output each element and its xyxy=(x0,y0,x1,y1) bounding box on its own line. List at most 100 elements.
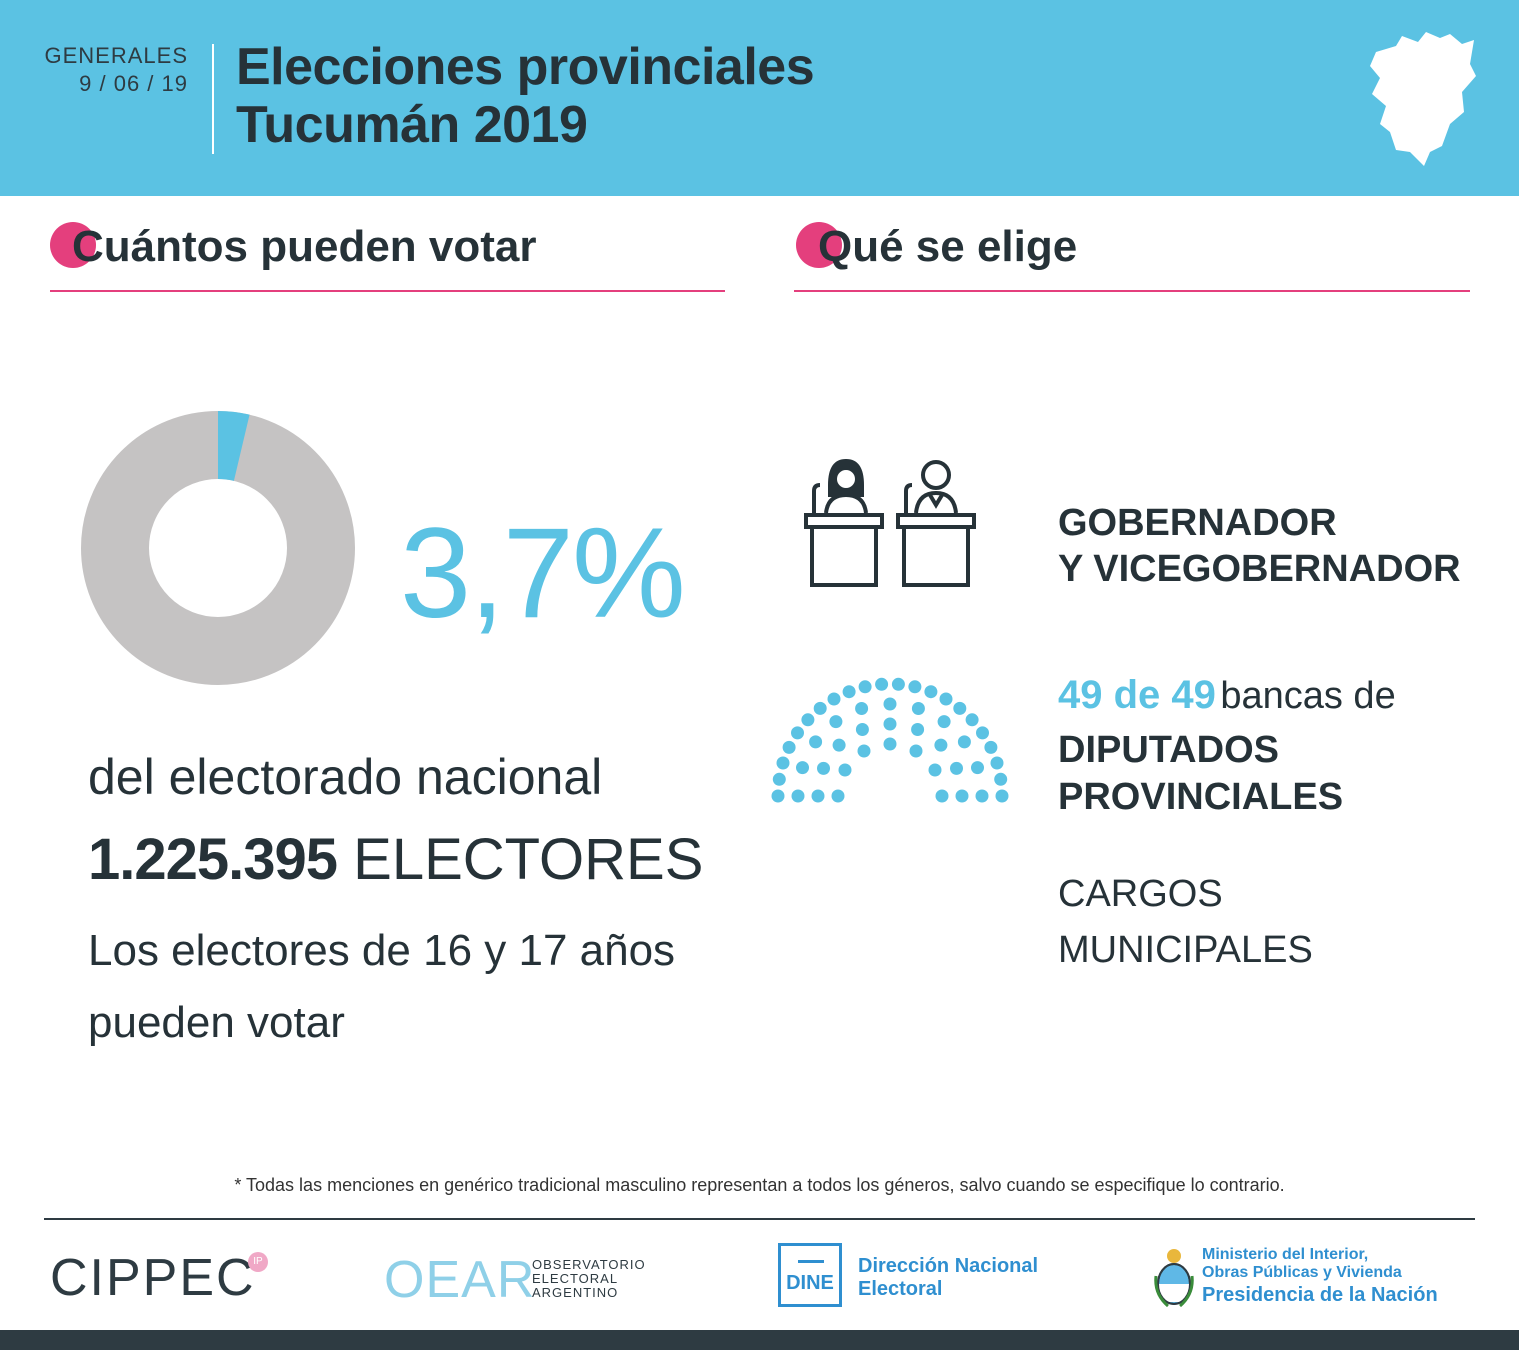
ministerio-line-2: Obras Públicas y Vivienda xyxy=(1202,1264,1402,1281)
gobernador-label: GOBERNADOR Y VICEGOBERNADOR xyxy=(1058,500,1461,592)
header-divider xyxy=(212,44,214,154)
left-microphone xyxy=(812,483,821,515)
cargos-line-2: MUNICIPALES xyxy=(1058,929,1313,971)
seat-dot xyxy=(911,702,925,715)
right-microphone xyxy=(904,483,913,515)
right-podium-base xyxy=(902,525,970,587)
seat-dot xyxy=(934,738,948,752)
seat-dot xyxy=(950,761,963,775)
cargos-municipales-label: CARGOS MUNICIPALES xyxy=(1058,866,1313,978)
oear-wordmark: OEAR xyxy=(384,1251,536,1309)
cippec-badge: IP xyxy=(248,1252,268,1272)
seat-dot xyxy=(935,789,949,803)
dine-line-1: Dirección Nacional xyxy=(858,1255,1039,1277)
seat-dot xyxy=(857,744,871,758)
oear-line-1: OBSERVATORIO xyxy=(532,1257,646,1272)
seat-dot xyxy=(772,772,786,786)
seat-dot xyxy=(809,735,823,749)
man-tie xyxy=(928,493,944,509)
footnote: * Todas las menciones en genérico tradic… xyxy=(234,1175,1285,1195)
seat-dot xyxy=(883,737,897,751)
ministerio-text: Ministerio del Interior, Obras Públicas … xyxy=(1202,1246,1438,1308)
seat-dot xyxy=(976,726,989,740)
hemicycle-seats-icon xyxy=(771,677,1009,803)
seat-dot xyxy=(957,735,971,749)
seat-dot xyxy=(908,680,922,694)
seat-dot xyxy=(791,726,804,740)
seat-dot xyxy=(971,761,984,775)
seat-dot xyxy=(796,761,809,775)
election-date: GENERALES 9 / 06 / 19 xyxy=(30,42,188,98)
oear-line-3: ARGENTINO xyxy=(532,1285,619,1300)
section-title-que-se-elige: Qué se elige xyxy=(796,222,1077,272)
electorate-donut-chart xyxy=(81,411,355,685)
seat-dot xyxy=(858,680,872,694)
electores-count: 1.225.395 ELECTORES xyxy=(88,826,703,893)
seat-dot xyxy=(811,789,825,803)
section-title-text: Cuántos pueden votar xyxy=(72,222,537,271)
pink-dot-icon xyxy=(50,222,96,268)
pink-dot-icon xyxy=(796,222,842,268)
man-body xyxy=(914,490,958,514)
seat-dot xyxy=(875,677,889,691)
title-line-2: Tucumán 2019 xyxy=(236,96,588,154)
dine-bar xyxy=(798,1260,824,1263)
seat-dot xyxy=(832,738,846,752)
seat-dot xyxy=(955,789,969,803)
diputados-line-3: PROVINCIALES xyxy=(1058,776,1344,818)
seat-dot xyxy=(883,697,897,711)
electores-number: 1.225.395 xyxy=(88,827,338,892)
seat-dot xyxy=(782,740,796,754)
cippec-wordmark: CIPPEC xyxy=(50,1249,256,1307)
seat-dot xyxy=(771,789,785,803)
oear-subtitle: OBSERVATORIO ELECTORAL ARGENTINO xyxy=(532,1258,646,1300)
cargos-line-1: CARGOS xyxy=(1058,873,1223,915)
seat-dot xyxy=(994,772,1008,786)
dine-text: Dirección Nacional Electoral xyxy=(858,1255,1038,1301)
dine-box: DINE xyxy=(778,1243,842,1307)
date-label: GENERALES xyxy=(44,43,188,68)
oear-line-2: ELECTORAL xyxy=(532,1271,619,1286)
seat-dot xyxy=(813,701,827,715)
section-title-text: Qué se elige xyxy=(818,222,1078,271)
title-line-1: Elecciones provinciales xyxy=(236,38,815,96)
dine-box-text: DINE xyxy=(786,1272,834,1294)
seat-dot xyxy=(838,763,852,777)
tucuman-map-icon xyxy=(1370,32,1476,166)
section-title-cuantos: Cuántos pueden votar xyxy=(50,222,537,272)
seat-dot xyxy=(855,723,869,736)
age-note-line-1: Los electores de 16 y 17 años xyxy=(88,926,676,975)
section-rule-left xyxy=(50,290,725,292)
seat-dot xyxy=(990,756,1004,770)
diputados-bancas: bancas de xyxy=(1220,675,1396,717)
seat-dot xyxy=(939,692,953,706)
seat-dot xyxy=(995,789,1009,803)
seat-dot xyxy=(911,723,925,736)
podiums-icon xyxy=(804,458,976,587)
header-banner: GENERALES 9 / 06 / 19 Elecciones provinc… xyxy=(0,0,1519,196)
seat-dot xyxy=(827,692,841,706)
seat-dot xyxy=(891,677,905,691)
left-podium-base xyxy=(810,525,878,587)
seat-dot xyxy=(975,789,989,803)
seat-dot xyxy=(883,717,897,731)
diputados-label: 49 de 49 bancas de DIPUTADOS PROVINCIALE… xyxy=(1058,672,1396,821)
page-title: Elecciones provinciales Tucumán 2019 xyxy=(236,38,815,154)
seat-dot xyxy=(831,789,845,803)
seat-dot xyxy=(842,685,856,699)
electores-word: ELECTORES xyxy=(353,827,704,892)
gobernador-line-1: GOBERNADOR xyxy=(1058,502,1337,544)
ministerio-line-1: Ministerio del Interior, xyxy=(1202,1246,1369,1263)
gobernador-line-2: Y VICEGOBERNADOR xyxy=(1058,548,1461,590)
coat-of-arms-icon xyxy=(1154,1249,1194,1308)
section-rule-right xyxy=(794,290,1470,292)
share-percent: 3,7% xyxy=(400,502,686,645)
seat-dot xyxy=(953,701,967,715)
seat-dot xyxy=(829,715,843,729)
seat-dot xyxy=(855,702,869,715)
seat-dot xyxy=(801,713,815,727)
woman-head xyxy=(833,466,859,492)
seat-dot xyxy=(791,789,805,803)
ministerio-line-3: Presidencia de la Nación xyxy=(1202,1284,1438,1306)
bottom-bar xyxy=(0,1330,1519,1350)
